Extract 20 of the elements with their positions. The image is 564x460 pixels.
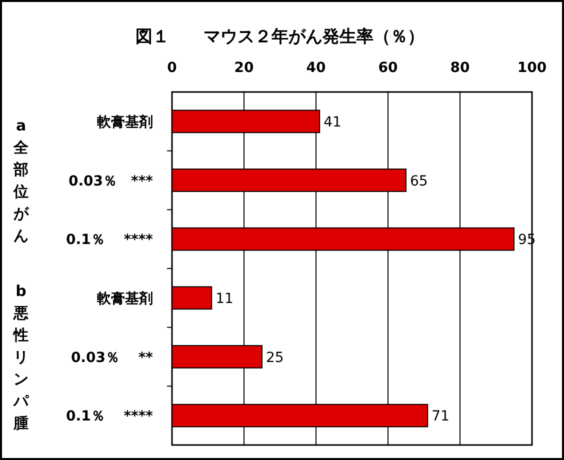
y-tick-label: 軟膏基剤 — [96, 290, 153, 307]
data-label: 25 — [266, 350, 284, 366]
data-label: 11 — [216, 290, 234, 307]
data-label: 41 — [324, 114, 342, 130]
text: b悪性リンパ腫 — [12, 282, 30, 432]
y-tick-label: 軟膏基剤 — [96, 113, 153, 130]
y-tick-label: 0.1％ **** — [66, 232, 154, 248]
y-tick-label: 0.03％ *** — [68, 173, 154, 190]
x-tick-label: 80 — [450, 60, 470, 76]
y-tick-label: 0.03％ ** — [70, 350, 154, 366]
data-label: 71 — [432, 408, 450, 425]
x-tick-label: 100 — [517, 60, 547, 76]
text: a全部位がん — [12, 116, 30, 244]
x-tick-label: 60 — [378, 60, 398, 76]
y-tick-label: 0.1％ **** — [66, 408, 154, 425]
chart-title: 図１ マウス２年がん発生率（％） — [136, 27, 424, 47]
data-label: 65 — [410, 173, 428, 190]
x-tick-label: 0 — [167, 60, 178, 76]
x-tick-label: 20 — [234, 60, 254, 76]
x-tick-label: 40 — [306, 60, 326, 76]
